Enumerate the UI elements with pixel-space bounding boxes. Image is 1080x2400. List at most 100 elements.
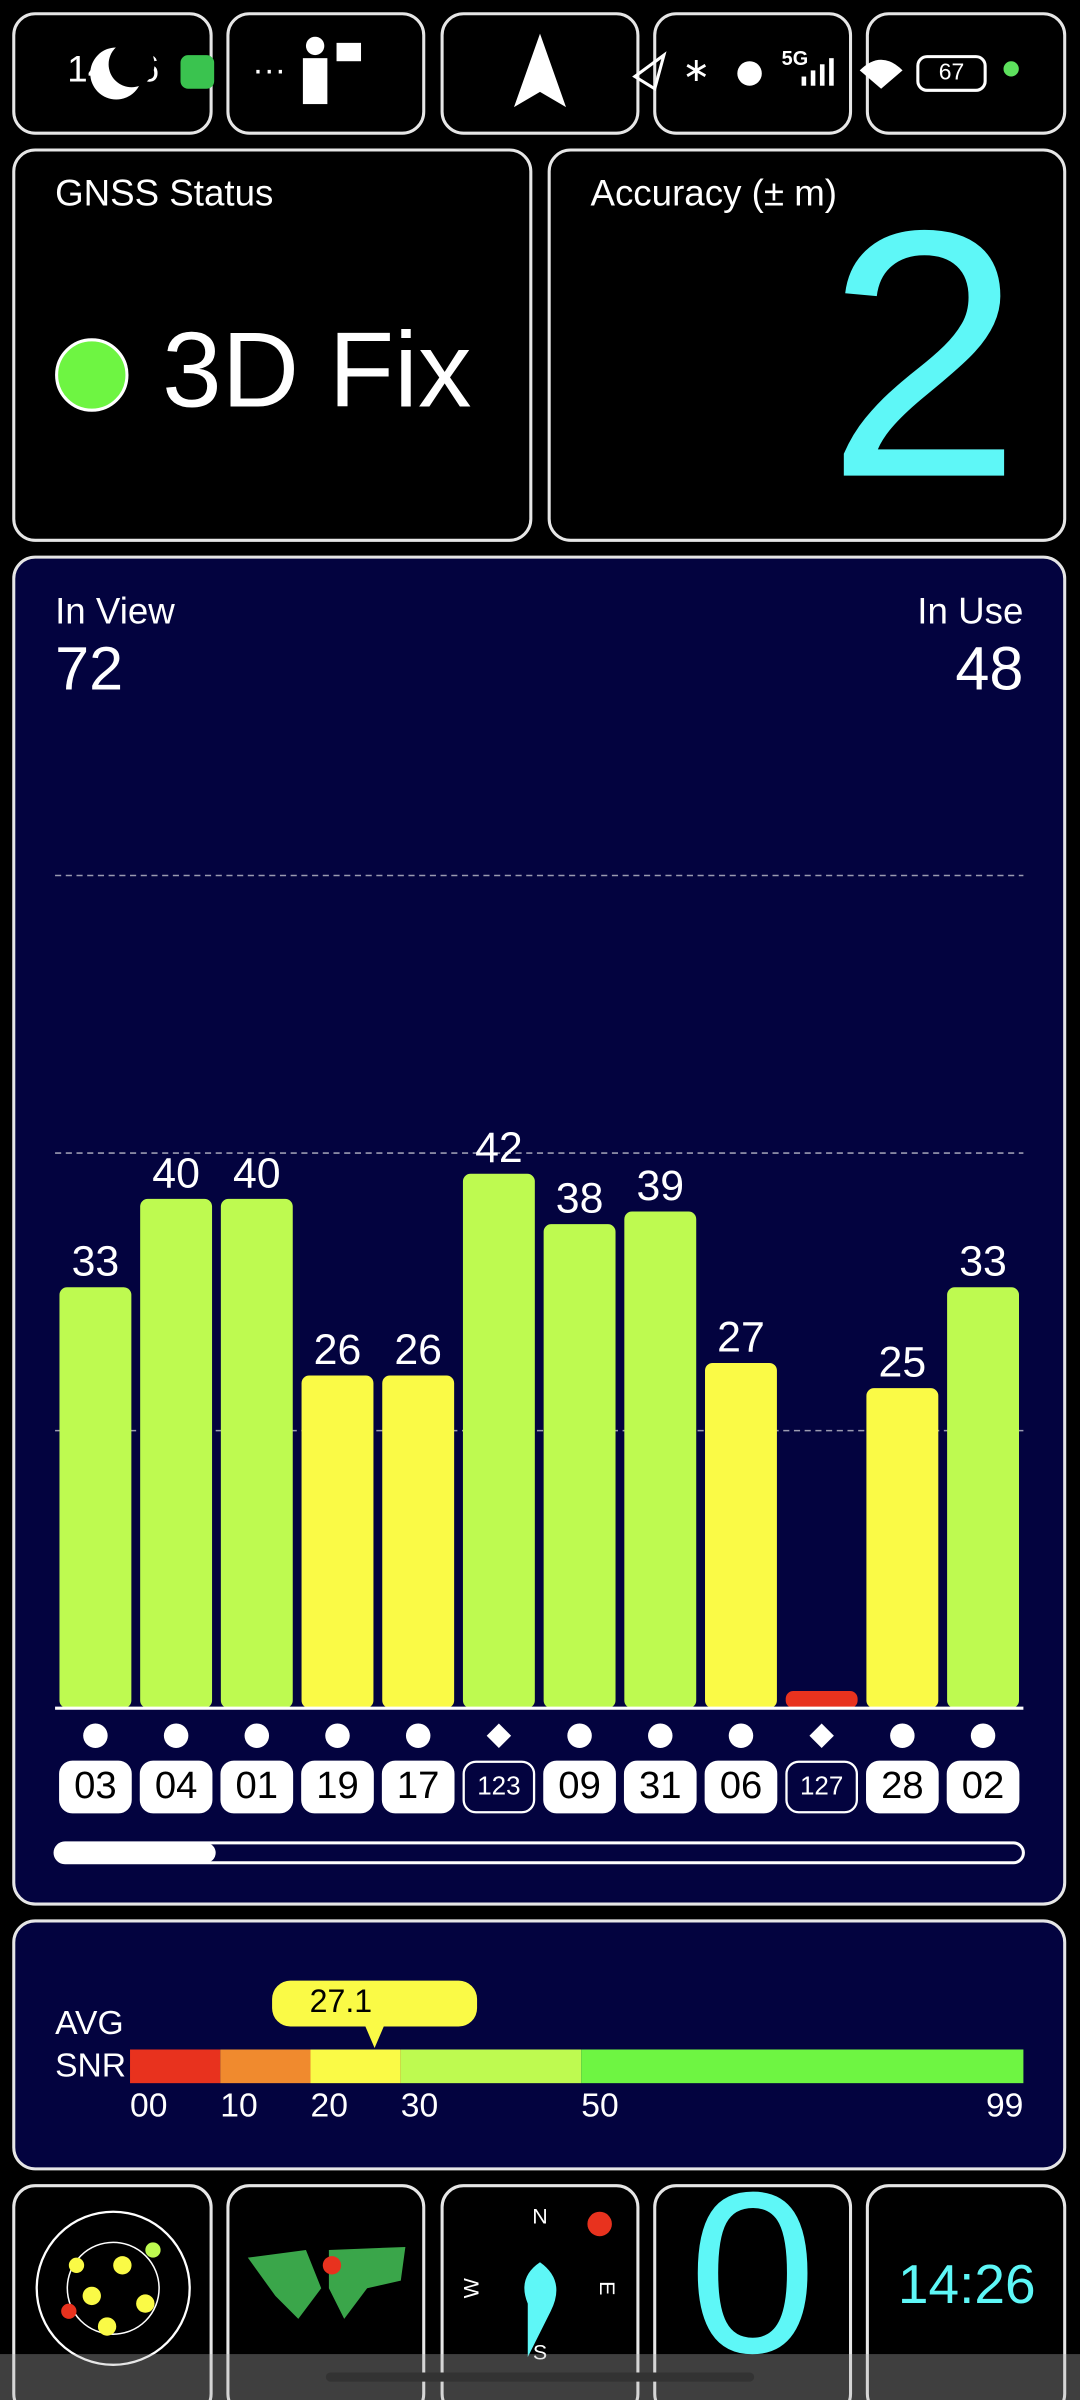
- value-label: 39: [636, 1162, 684, 1210]
- value-label: 33: [959, 1238, 1007, 1286]
- snr-segment: [581, 2049, 1024, 2084]
- speed-tile[interactable]: [653, 2184, 853, 2400]
- satellite-id-box: [220, 1760, 294, 1814]
- compass-letter: N: [532, 2205, 547, 2229]
- constellation-marker: [244, 1723, 270, 1748]
- compass-letter: E: [595, 2281, 619, 2295]
- gnss-status-card: [12, 148, 533, 542]
- value-label: 27: [717, 1313, 765, 1361]
- snr-label: SNR: [55, 2048, 126, 2085]
- signal-icon: [801, 58, 834, 86]
- bar: [140, 1198, 213, 1709]
- constellation-marker: [728, 1723, 754, 1748]
- satellite-id: 28: [881, 1764, 924, 1807]
- clock-tile[interactable]: [865, 2184, 1067, 2400]
- whatsapp-icon: [180, 55, 215, 89]
- snr-tick-label: 99: [986, 2088, 1023, 2125]
- avg-value: 27.1: [310, 1983, 373, 2019]
- satellite-id-box: [381, 1760, 455, 1814]
- status-dot: [1003, 61, 1019, 77]
- satellite-id-box: [543, 1760, 616, 1814]
- snr-panel: [12, 1919, 1067, 2171]
- world-map: [247, 2246, 406, 2319]
- snr-segment: [220, 2049, 311, 2084]
- scroll-thumb[interactable]: [55, 1842, 216, 1863]
- satellite-id-box: [946, 1760, 1020, 1814]
- snr-tick-label: 10: [220, 2088, 257, 2125]
- snr-label: AVG: [55, 2005, 124, 2042]
- constellation-marker: [486, 1723, 512, 1748]
- in-view-label: In View: [55, 590, 175, 631]
- fix-status: 3D Fix: [162, 309, 471, 429]
- value-label: 26: [394, 1326, 442, 1374]
- bluetooth-icon: ∗: [682, 52, 710, 89]
- satellite-id: 127: [800, 1771, 843, 1801]
- map-tile[interactable]: [226, 2184, 426, 2400]
- value-label: 25: [879, 1339, 927, 1387]
- satellite-id-box: [785, 1760, 858, 1814]
- satellite-id-box: [139, 1760, 213, 1814]
- clock-value: 14:26: [898, 2253, 1036, 2315]
- snr-tick-label: 50: [581, 2088, 618, 2125]
- value-label: 42: [475, 1124, 523, 1172]
- constellation-marker: [405, 1723, 431, 1748]
- satellite-id-box: [704, 1760, 778, 1814]
- satellite-id: 19: [316, 1764, 359, 1807]
- satellite-id-box: [59, 1760, 132, 1814]
- snr-segment: [400, 2049, 582, 2084]
- more-icon: ···: [252, 52, 286, 89]
- bar: [220, 1198, 293, 1709]
- navigation-icon: [513, 33, 567, 108]
- value-label: 33: [72, 1238, 120, 1286]
- bar: [462, 1173, 535, 1709]
- person-icon: [302, 58, 328, 105]
- satellite-id-box: [301, 1760, 374, 1814]
- bar: [543, 1224, 616, 1709]
- bar: [947, 1287, 1020, 1709]
- satellite-id: 31: [639, 1764, 682, 1807]
- value-label: 40: [233, 1149, 281, 1197]
- snr-tick-label: 00: [130, 2088, 167, 2125]
- compass-needle: [524, 2262, 557, 2358]
- bar: [301, 1375, 374, 1709]
- battery-icon: [916, 55, 987, 92]
- bar: [705, 1362, 777, 1709]
- in-view-count: 72: [55, 635, 123, 703]
- satellite-id: 04: [155, 1764, 198, 1807]
- constellation-marker: [567, 1723, 592, 1748]
- constellation-marker: [648, 1723, 673, 1748]
- skyview-radar: [66, 2241, 160, 2335]
- snr-segment: [130, 2049, 221, 2084]
- constellation-marker: [325, 1723, 350, 1748]
- map-position: [322, 2256, 342, 2275]
- compass-marker: [587, 2211, 612, 2237]
- location-icon: [632, 51, 667, 92]
- satellite-id: 01: [236, 1764, 279, 1807]
- satellite-id: 06: [720, 1764, 763, 1807]
- snr-tick-label: 20: [311, 2088, 348, 2125]
- constellation-marker: [83, 1723, 108, 1748]
- bar: [785, 1690, 858, 1709]
- home-indicator[interactable]: [325, 2372, 755, 2382]
- network-type: 5G: [782, 48, 809, 70]
- accuracy-value: 2: [826, 157, 1022, 551]
- compass-letter: S: [533, 2341, 547, 2365]
- satellite-id: 02: [962, 1764, 1005, 1807]
- constellation-marker: [163, 1723, 189, 1748]
- constellation-marker: [970, 1723, 996, 1748]
- in-use-label: In Use: [917, 590, 1023, 631]
- bar: [624, 1211, 697, 1709]
- snr-chart: 33 03 40 04 40 01 26 19 26 17 42 123 38 09 39 31 27 06 127…: [55, 874, 1024, 1814]
- snr-segment: [310, 2049, 401, 2084]
- constellation-marker: [809, 1723, 834, 1748]
- satellite-id-box: [462, 1760, 536, 1814]
- person-icon: [305, 36, 325, 56]
- in-use-count: 48: [955, 635, 1023, 703]
- satellite-id-box: [623, 1760, 697, 1814]
- skyview-radar: [35, 2210, 191, 2366]
- speed-value: 0: [689, 2144, 817, 2400]
- avg-bubble: [272, 1980, 478, 2048]
